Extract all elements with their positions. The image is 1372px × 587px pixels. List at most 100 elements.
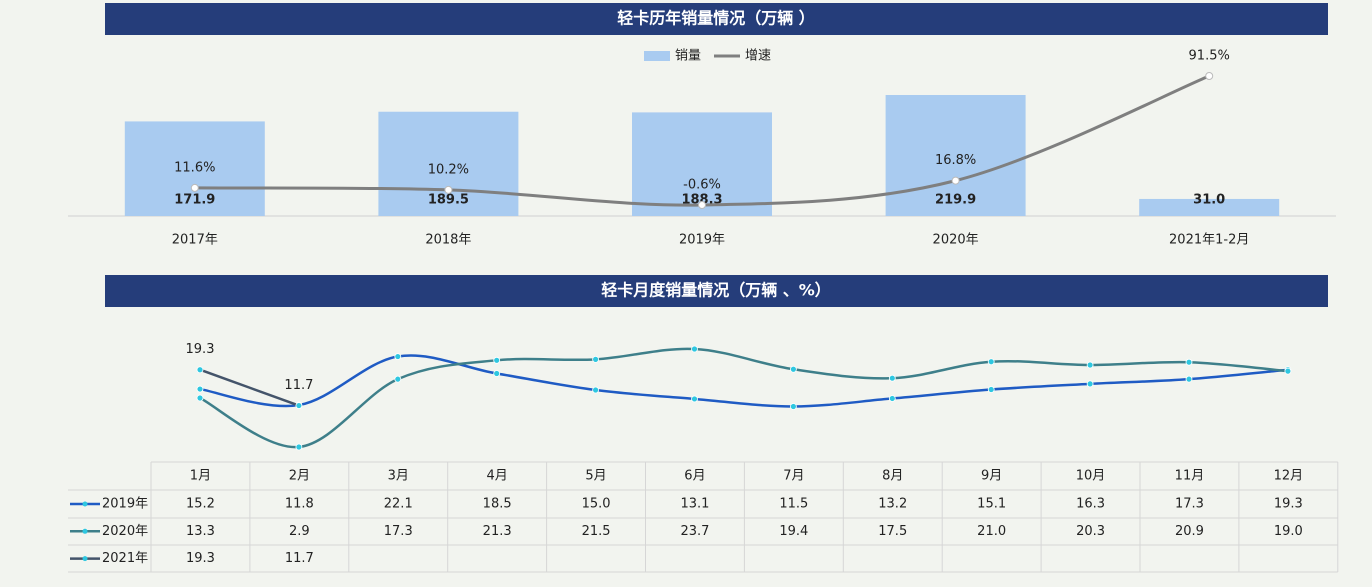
bar-value-label: 219.9 [935,193,976,208]
table-cell: 21.5 [582,524,611,539]
title-bar [105,275,1328,307]
table-cell: 17.3 [384,524,413,539]
point [790,365,797,373]
table-cell: 23.7 [680,524,709,539]
table-cell: 22.1 [384,497,413,512]
point [592,386,599,394]
growth-point [951,176,960,185]
table-header: 8月 [882,469,903,484]
table-cell: 11.8 [285,497,314,512]
chart-title: 轻卡月度销量情况（万辆 、%） [601,281,831,300]
table-cell: 19.3 [186,551,215,566]
x-tick-label: 2017年 [172,233,218,248]
bar-value-label: 171.9 [174,193,215,208]
table-header: 9月 [981,469,1002,484]
x-tick-label: 2018年 [425,233,471,248]
table-cell: 11.7 [285,551,314,566]
table-cell: 17.3 [1175,497,1204,512]
legend-label: 2021年 [102,551,148,566]
series-line [199,347,1289,449]
point [196,394,204,402]
table-cell: 15.0 [582,497,611,512]
growth-label: 10.2% [428,162,469,177]
point [295,402,303,409]
data-label: 11.7 [284,378,313,393]
bar-value-label: 189.5 [428,193,469,208]
table-cell: 2.9 [289,524,310,539]
point [987,358,995,366]
bar [1139,198,1280,216]
point [592,355,599,363]
point [790,403,797,410]
table-header: 3月 [388,469,409,484]
table-cell: 21.3 [483,524,512,539]
table-header: 5月 [585,469,606,484]
legend-label: 增速 [745,49,771,64]
point [196,366,204,374]
table-cell: 18.5 [483,497,512,512]
table-cell: 15.2 [186,497,215,512]
point [394,353,402,360]
point [691,345,698,353]
point [1086,361,1094,369]
series-line [199,368,300,407]
data-label: 19.3 [186,342,215,357]
table-cell: 20.3 [1076,524,1105,539]
table-cell: 13.1 [680,497,709,512]
point [1185,375,1193,383]
legend-label: 2020年 [102,524,148,539]
growth-point [444,185,453,194]
table-cell: 17.5 [878,524,907,539]
point [1284,367,1292,375]
table-cell: 21.0 [977,524,1006,539]
growth-label: 91.5% [1189,49,1230,64]
legend-label: 销量 [675,49,701,64]
bar [885,95,1026,216]
point [691,395,698,403]
point [394,375,402,383]
point [1185,358,1193,366]
growth-point [1205,72,1214,80]
point [888,374,896,382]
x-tick-label: 2020年 [933,233,979,248]
legend-dot [82,501,88,507]
point [888,395,896,402]
bar [632,112,772,216]
growth-point [698,201,706,209]
legend-dot [82,556,88,562]
title-bar [105,3,1328,35]
point [196,385,204,393]
table-header: 6月 [684,469,705,484]
table-header: 12月 [1274,469,1304,484]
table-cell: 19.0 [1274,524,1303,539]
table-cell: 16.3 [1076,497,1105,512]
growth-point [190,183,199,192]
table-cell: 13.3 [186,524,215,539]
table-cell: 11.5 [779,497,808,512]
table-cell: 15.1 [977,497,1006,512]
table-cell: 19.3 [1274,497,1303,512]
growth-label: 11.6% [174,160,215,175]
growth-label: -0.6% [683,178,721,193]
point [493,356,501,364]
bar [378,111,519,216]
bar [124,121,265,216]
x-tick-label: 2019年 [679,233,725,248]
point [987,386,995,393]
table-header: 1月 [190,469,211,484]
legend-label: 2019年 [102,497,148,512]
table-header: 10月 [1076,469,1106,484]
table-cell: 13.2 [878,497,907,512]
bar-value-label: 31.0 [1193,193,1225,208]
table-cell: 19.4 [779,524,808,539]
legend-dot [82,528,88,534]
growth-label: 16.8% [935,153,976,168]
table-header: 7月 [783,469,804,484]
table-header: 2月 [289,469,310,484]
x-tick-label: 2021年1-2月 [1169,233,1249,248]
table-header: 4月 [487,469,508,484]
point [1086,380,1094,388]
legend-swatch [644,51,670,61]
table-cell: 20.9 [1175,524,1204,539]
